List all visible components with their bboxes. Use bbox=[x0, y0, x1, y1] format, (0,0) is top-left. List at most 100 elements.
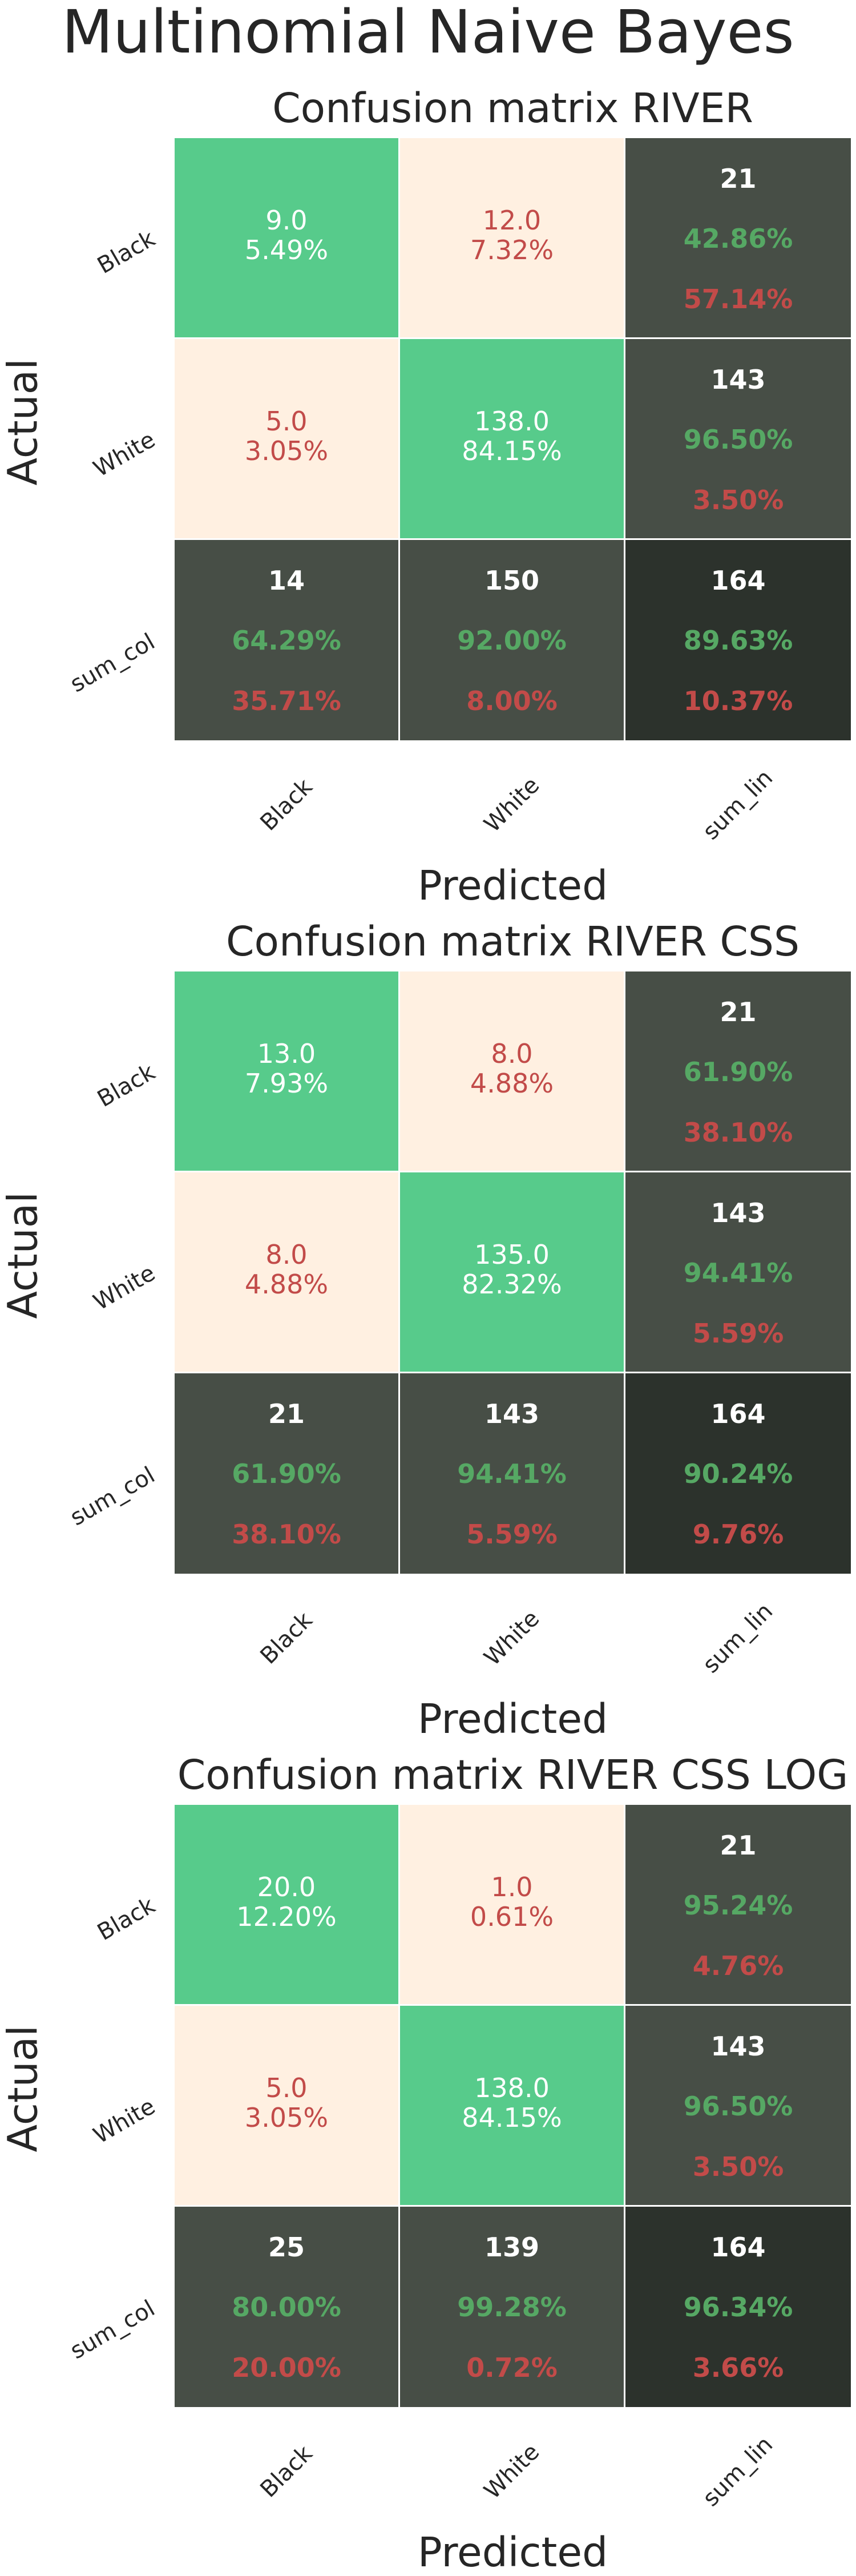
sum-correct-percent: 90.24% bbox=[683, 1458, 793, 1489]
sum-count: 21 bbox=[720, 997, 757, 1027]
heatmap-grid: 13.0 7.93% 8.0 4.88% 21 61.90% 38.10% 8.0 4.88% 1… bbox=[175, 971, 851, 1574]
cell-percent: 7.32% bbox=[470, 235, 554, 265]
sum-error-percent: 57.14% bbox=[683, 284, 793, 315]
cell-value: 1.0 bbox=[491, 1872, 533, 1902]
sum-correct-percent: 94.41% bbox=[683, 1257, 793, 1288]
cell-percent: 0.61% bbox=[470, 1901, 554, 1932]
sum-correct-percent: 95.24% bbox=[683, 1890, 793, 1921]
sum-correct-percent: 61.90% bbox=[232, 1458, 341, 1489]
sum-count: 143 bbox=[710, 2031, 766, 2062]
cell-percent: 4.88% bbox=[244, 1269, 329, 1300]
heatmap-cell: 164 90.24% 9.76% bbox=[625, 1373, 851, 1574]
cell-value: 135.0 bbox=[474, 1239, 550, 1270]
confusion-matrix-panel: Confusion matrix RIVER CSS 13.0 7.93% 8.0 4.… bbox=[0, 918, 856, 1743]
cell-value: 8.0 bbox=[491, 1038, 533, 1069]
sum-count: 21 bbox=[720, 163, 757, 194]
cell-value: 138.0 bbox=[474, 2073, 550, 2103]
sum-count: 21 bbox=[720, 1830, 757, 1861]
sum-correct-percent: 96.50% bbox=[683, 2091, 793, 2122]
heatmap-cell: 13.0 7.93% bbox=[175, 971, 398, 1171]
sum-correct-percent: 80.00% bbox=[232, 2292, 341, 2323]
cell-percent: 12.20% bbox=[236, 1901, 337, 1932]
x-tick-label: White bbox=[479, 1605, 545, 1671]
cell-percent: 84.15% bbox=[462, 436, 562, 466]
cell-percent: 4.88% bbox=[470, 1068, 554, 1099]
y-axis-label: Actual bbox=[0, 1192, 47, 1319]
cell-value: 12.0 bbox=[482, 205, 542, 236]
sum-correct-percent: 99.28% bbox=[457, 2292, 567, 2323]
heatmap-cell: 150 92.00% 8.00% bbox=[400, 540, 624, 740]
sum-count: 164 bbox=[710, 2232, 766, 2263]
heatmap-cell: 21 42.86% 57.14% bbox=[625, 138, 851, 337]
sum-correct-percent: 94.41% bbox=[457, 1458, 567, 1489]
heatmap-cell: 21 61.90% 38.10% bbox=[175, 1373, 398, 1574]
cell-percent: 7.93% bbox=[244, 1068, 329, 1099]
figure-title: Multinomial Naive Bayes bbox=[62, 0, 794, 67]
sum-count: 25 bbox=[268, 2232, 305, 2263]
x-tick-label: sum_lin bbox=[697, 1598, 778, 1679]
heatmap-cell: 139 99.28% 0.72% bbox=[400, 2207, 624, 2407]
x-tick-label: sum_lin bbox=[697, 2431, 778, 2512]
sum-error-percent: 9.76% bbox=[692, 1519, 784, 1550]
sum-count: 150 bbox=[484, 565, 540, 596]
heatmap-cell: 135.0 82.32% bbox=[400, 1172, 624, 1372]
heatmap-cell: 20.0 12.20% bbox=[175, 1805, 398, 2004]
y-tick-label: White bbox=[88, 2093, 160, 2150]
heatmap-cell: 164 96.34% 3.66% bbox=[625, 2207, 851, 2407]
x-tick-label: Black bbox=[255, 1607, 318, 1670]
cell-value: 138.0 bbox=[474, 406, 550, 437]
chart-title: Confusion matrix RIVER bbox=[272, 84, 753, 132]
cell-value: 13.0 bbox=[257, 1038, 316, 1069]
heatmap-cell: 25 80.00% 20.00% bbox=[175, 2207, 398, 2407]
heatmap-cell: 5.0 3.05% bbox=[175, 2006, 398, 2205]
sum-correct-percent: 61.90% bbox=[683, 1057, 793, 1087]
sum-count: 143 bbox=[484, 1398, 540, 1429]
sum-correct-percent: 64.29% bbox=[232, 625, 341, 656]
heatmap-grid: 9.0 5.49% 12.0 7.32% 21 42.86% 57.14% 5.0 3.05% 1… bbox=[175, 138, 851, 740]
x-tick-label: White bbox=[479, 772, 545, 838]
x-tick-label: White bbox=[479, 2438, 545, 2505]
sum-error-percent: 3.50% bbox=[692, 485, 784, 515]
heatmap-cell: 14 64.29% 35.71% bbox=[175, 540, 398, 740]
sum-error-percent: 0.72% bbox=[466, 2352, 558, 2383]
heatmap-cell: 9.0 5.49% bbox=[175, 138, 398, 337]
sum-count: 143 bbox=[710, 1198, 766, 1228]
cell-value: 5.0 bbox=[265, 2073, 308, 2103]
cell-percent: 82.32% bbox=[462, 1269, 562, 1300]
heatmap-cell: 1.0 0.61% bbox=[400, 1805, 624, 2004]
cell-value: 9.0 bbox=[265, 205, 308, 236]
heatmap-cell: 143 94.41% 5.59% bbox=[625, 1172, 851, 1372]
sum-error-percent: 10.37% bbox=[683, 686, 793, 716]
y-tick-label: sum_col bbox=[66, 1462, 160, 1531]
sum-correct-percent: 42.86% bbox=[683, 223, 793, 254]
sum-count: 139 bbox=[484, 2232, 540, 2263]
chart-title: Confusion matrix RIVER CSS bbox=[225, 918, 800, 965]
y-axis-label: Actual bbox=[0, 358, 47, 486]
heatmap-cell: 138.0 84.15% bbox=[400, 339, 624, 538]
x-axis-label: Predicted bbox=[417, 862, 608, 909]
x-tick-label: Black bbox=[255, 2440, 318, 2503]
chart-title: Confusion matrix RIVER CSS LOG bbox=[177, 1751, 849, 1799]
y-tick-label: White bbox=[88, 426, 160, 483]
cell-percent: 3.05% bbox=[244, 436, 329, 466]
heatmap-cell: 12.0 7.32% bbox=[400, 138, 624, 337]
heatmap-cell: 8.0 4.88% bbox=[175, 1172, 398, 1372]
x-tick-label: sum_lin bbox=[697, 764, 778, 845]
x-axis-label: Predicted bbox=[417, 1695, 608, 1743]
cell-percent: 5.49% bbox=[244, 235, 329, 265]
sum-error-percent: 8.00% bbox=[466, 686, 558, 716]
heatmap-cell: 164 89.63% 10.37% bbox=[625, 540, 851, 740]
confusion-matrix-panel: Confusion matrix RIVER CSS LOG 20.0 12.20%… bbox=[0, 1751, 856, 2576]
y-tick-label: White bbox=[88, 1260, 160, 1316]
sum-count: 21 bbox=[268, 1398, 305, 1429]
y-tick-label: Black bbox=[92, 1059, 160, 1113]
cell-percent: 3.05% bbox=[244, 2102, 329, 2133]
sum-correct-percent: 92.00% bbox=[457, 625, 567, 656]
sum-error-percent: 3.50% bbox=[692, 2151, 784, 2182]
heatmap-cell: 138.0 84.15% bbox=[400, 2006, 624, 2205]
heatmap-cell: 143 96.50% 3.50% bbox=[625, 2006, 851, 2205]
sum-count: 143 bbox=[710, 364, 766, 395]
sum-count: 164 bbox=[710, 565, 766, 596]
y-axis-label: Actual bbox=[0, 2025, 47, 2152]
heatmap-cell: 21 95.24% 4.76% bbox=[625, 1805, 851, 2004]
